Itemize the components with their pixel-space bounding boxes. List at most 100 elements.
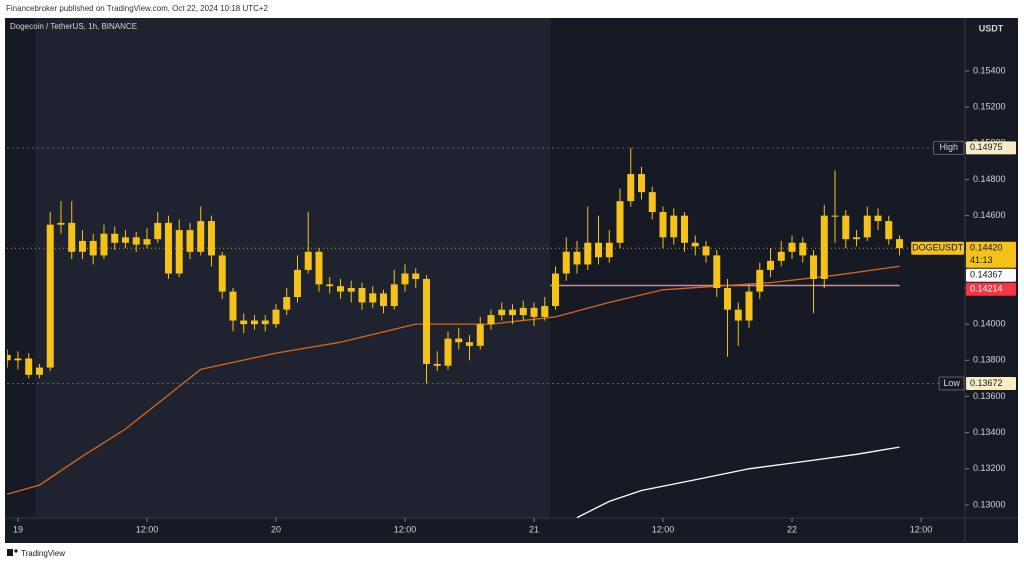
candle-body [767, 260, 775, 270]
candle-body [691, 242, 699, 247]
x-tick-label: 12:00 [136, 524, 159, 534]
y-tick-label: 0.15200 [973, 102, 1006, 112]
candle-body [390, 284, 398, 307]
candle-body [250, 320, 258, 325]
candle-body [272, 309, 280, 325]
candle-body [164, 222, 172, 274]
x-tick-label: 20 [271, 524, 281, 534]
candle-body [638, 174, 646, 193]
header-text: Financebroker published on TradingView.c… [6, 4, 269, 13]
candle-body [702, 246, 710, 256]
moving-average-line [7, 265, 900, 495]
footer-text: TradingView [21, 549, 65, 558]
candle-body [154, 222, 162, 240]
candle-body [896, 239, 904, 249]
candle-body [111, 233, 119, 243]
candle-body [659, 212, 667, 238]
price-label-value: 0.14367 [970, 270, 1003, 280]
candle-body [885, 221, 893, 240]
plot-area [7, 147, 965, 518]
price-label-name: Low [943, 378, 960, 388]
candle-body [315, 251, 323, 285]
candle-body [207, 221, 215, 256]
price-label-name: High [940, 142, 959, 152]
session-shade [35, 18, 550, 518]
candle-body [186, 230, 194, 252]
candle-body [175, 230, 183, 274]
candle-body [68, 222, 76, 252]
candle-body [509, 309, 517, 316]
price-label-value: 0.14214 [970, 284, 1003, 294]
candle-body [100, 233, 108, 256]
y-tick-label: 0.13600 [973, 391, 1006, 401]
price-label-name-box [911, 241, 964, 255]
candle-body [35, 367, 43, 375]
candle-body [218, 255, 226, 292]
candle-body [724, 287, 732, 310]
candle-body [14, 358, 22, 361]
candle-body [595, 242, 603, 258]
moving-average-line [576, 446, 900, 518]
y-tick-label: 0.13400 [973, 427, 1006, 437]
candle-body [197, 221, 205, 252]
candle-body [25, 358, 33, 375]
price-label-name-box [938, 376, 965, 391]
y-tick-label: 0.15400 [973, 65, 1006, 75]
candle-body [670, 215, 678, 238]
x-tick-label: 12:00 [652, 524, 675, 534]
candle-body [293, 269, 301, 298]
candle-body [433, 363, 441, 366]
price-label-box [966, 141, 1016, 155]
candle-body [336, 286, 344, 292]
candle-body [648, 192, 656, 213]
candle-body [261, 320, 269, 325]
candle-body [799, 242, 807, 256]
candle-body [713, 255, 721, 288]
y-tick-label: 0.14600 [973, 210, 1006, 220]
candle-body [519, 307, 527, 316]
candle-body [584, 242, 592, 265]
candle-body [616, 201, 624, 243]
candle-body [422, 278, 430, 364]
candle-body [498, 309, 506, 316]
price-label-box [966, 268, 1016, 282]
overlay: 0.13000 0.13200 0.13400 0.13600 0.13800 0.140… [13, 65, 1016, 534]
candle-body [734, 309, 742, 321]
y-tick-label: 0.13000 [973, 499, 1006, 509]
candle-body [121, 237, 129, 243]
candle-body [605, 242, 613, 258]
candle-body [745, 291, 753, 321]
candle-body [756, 269, 764, 292]
candle-body [229, 291, 237, 321]
candle-body [627, 174, 635, 202]
candle-body [552, 273, 560, 307]
candle-body [788, 242, 796, 252]
candle-body [810, 255, 818, 279]
candle-body [455, 338, 463, 343]
candle-body [143, 239, 151, 245]
y-tick-label: 0.14800 [973, 174, 1006, 184]
footer-logo [7, 549, 18, 556]
candle-body [853, 237, 861, 240]
candle-body [444, 338, 452, 366]
candle-body [240, 320, 248, 325]
candle-body [7, 354, 11, 361]
x-tick-label: 12:00 [394, 524, 417, 534]
y-tick-label: 0.13200 [973, 463, 1006, 473]
price-label-name-box [933, 140, 965, 155]
price-label-value: 0.13672 [970, 378, 1003, 388]
price-label-value: 0.14975 [970, 142, 1003, 152]
candle-body [412, 273, 420, 279]
candle-body [57, 222, 65, 225]
candle-body [46, 224, 54, 368]
price-label-box [966, 376, 1016, 390]
y-tick-label: 0.14000 [973, 319, 1006, 329]
candle-body [304, 251, 312, 270]
candle-body [874, 215, 882, 222]
candle-body [347, 287, 355, 292]
candle-body [820, 215, 828, 279]
candle-body [831, 215, 839, 217]
candle-body [358, 287, 366, 303]
candle-body [283, 297, 291, 310]
